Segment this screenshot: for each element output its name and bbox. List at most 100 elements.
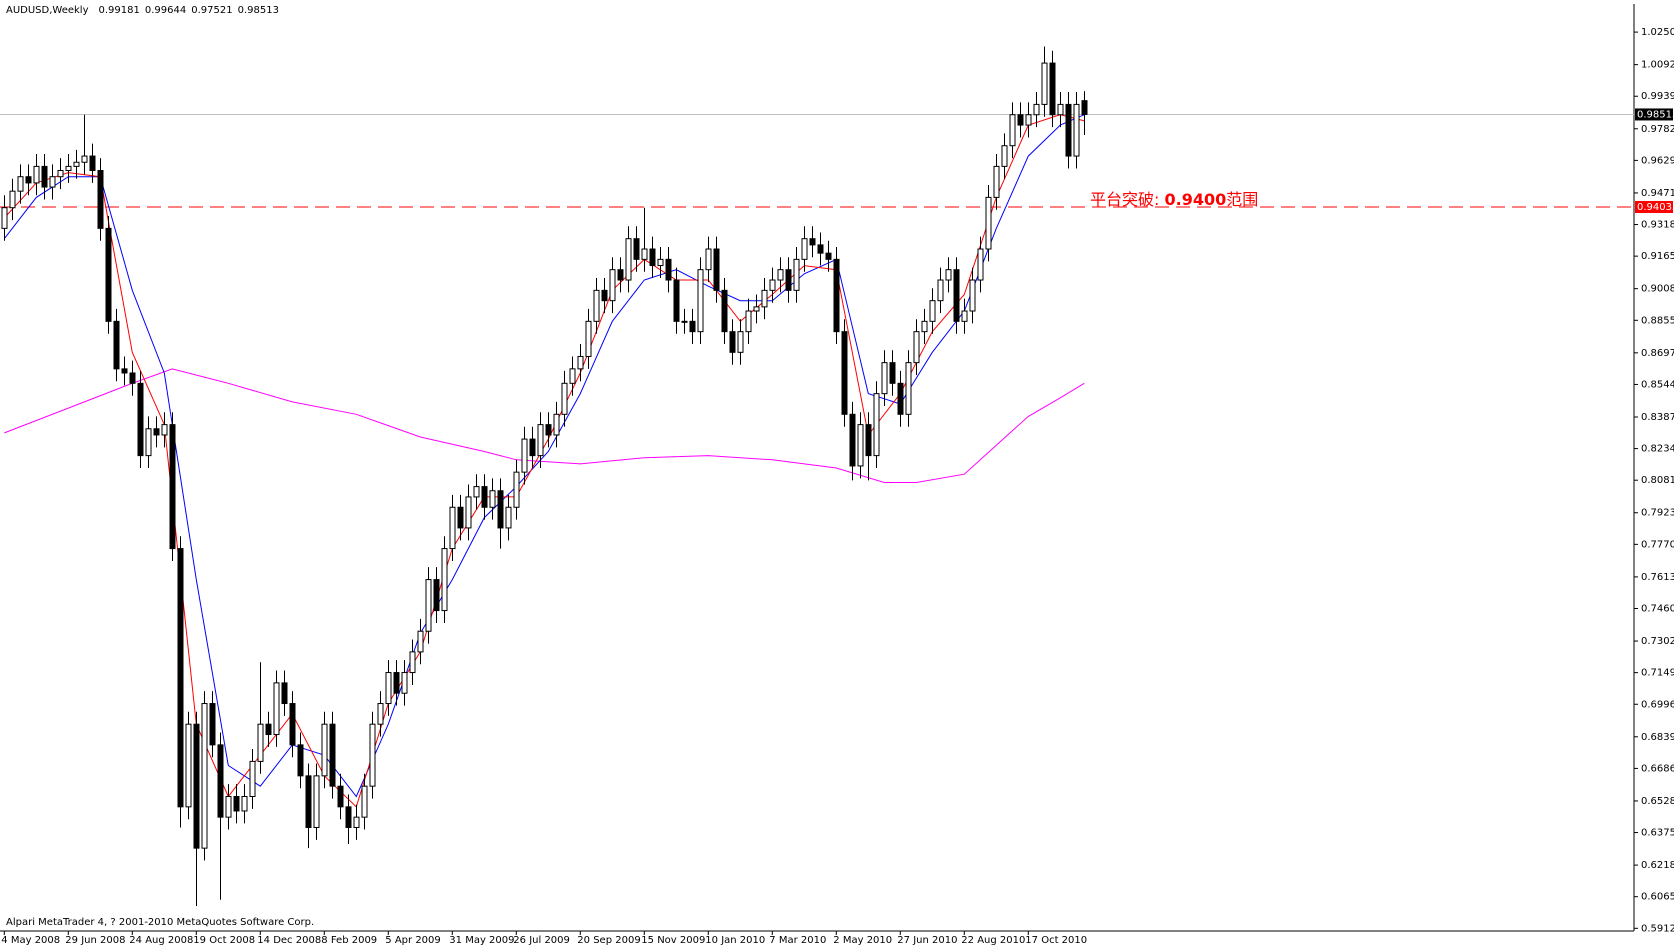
candle-body [353,816,360,828]
candle-body [385,672,392,705]
candle-body [1001,145,1008,167]
y-tick-label: 0.63755 [1641,828,1674,839]
candle-body [737,331,744,353]
candle-body [761,289,768,308]
y-tick-label: 0.77705 [1641,539,1674,550]
candle-body [401,672,408,694]
candle-body [889,362,896,384]
candle-body [777,269,784,281]
candle-body [809,238,816,246]
candle-body [105,227,112,322]
candle-body [241,796,248,812]
candle-body [473,486,480,498]
candle-body [993,165,1000,198]
candle-body [849,413,856,467]
candle-body [713,248,720,291]
candle-body [881,362,888,395]
candle-body [25,176,32,184]
candle-body [201,703,208,849]
candle-body [185,723,192,808]
candle-body [425,579,432,632]
candle-body [313,775,320,828]
candle-body [1,207,8,229]
candle-body [489,490,496,508]
x-tick-label: 8 Feb 2009 [321,935,377,946]
annotation-suffix: 范围 [1226,189,1258,208]
y-tick-label: 0.94715 [1641,188,1674,199]
y-tick-label: 0.73025 [1641,636,1674,647]
candle-body [625,238,632,281]
x-tick-label: 7 Mar 2010 [769,935,826,946]
candle-body [225,796,232,818]
candle-body [697,269,704,333]
candle-body [33,165,40,184]
y-tick-label: 0.91655 [1641,251,1674,262]
y-tick-label: 0.99395 [1641,91,1674,102]
annotation-value: 0.9400 [1164,189,1226,208]
candle-body [817,244,824,254]
candle-body [1041,62,1048,105]
x-tick-label: 31 May 2009 [449,935,514,946]
candle-body [985,196,992,250]
candle-body [57,170,64,178]
candle-body [137,382,144,457]
candle-body [169,424,176,550]
candle-body [361,785,368,818]
candle-body [745,310,752,333]
candle-body [657,258,664,267]
candle-body [921,320,928,333]
candle-body [17,176,24,192]
candle-body [417,630,424,653]
candle-body [1057,103,1064,116]
candle-body [665,258,672,281]
candle-body [609,269,616,302]
x-tick-label: 29 Jun 2008 [65,935,125,946]
candle-body [433,579,440,612]
candle-body [329,723,336,787]
candle-body [977,248,984,281]
candle-body [721,289,728,333]
candle-body [553,413,560,436]
candle-body [1009,114,1016,147]
candle-body [305,775,312,828]
candle-body [465,496,472,529]
candle-body [585,320,592,357]
candle-body [689,320,696,333]
header-open: 0.99181 [99,5,140,16]
candle-body [825,252,832,260]
x-tick-label: 26 Jul 2009 [513,935,570,946]
candle-body [1033,103,1040,116]
price-tag-label: 0.98513 [1637,109,1674,120]
x-tick-label: 19 Oct 2008 [193,935,255,946]
candle-body [89,155,96,172]
x-tick-label: 27 Jun 2010 [897,935,957,946]
candle-body [873,393,880,457]
y-tick-label: 0.69965 [1641,699,1674,710]
candle-body [297,744,304,777]
candle-body [217,744,224,818]
candle-body [457,506,464,529]
candle-body [569,368,576,384]
candle-body [441,548,448,612]
y-tick-label: 0.93185 [1641,220,1674,231]
candle-body [705,248,712,271]
candle-body [969,279,976,312]
chart-title: AUDUSD,Weekly [6,5,89,16]
candle-body [1081,100,1088,115]
candle-body [281,682,288,705]
candle-body [65,165,72,172]
candle-body [129,372,136,384]
candle-body [369,723,376,787]
x-tick-label: 20 Sep 2009 [577,935,640,946]
candle-body [769,279,776,291]
candle-body [841,331,848,415]
candle-body [561,382,568,415]
